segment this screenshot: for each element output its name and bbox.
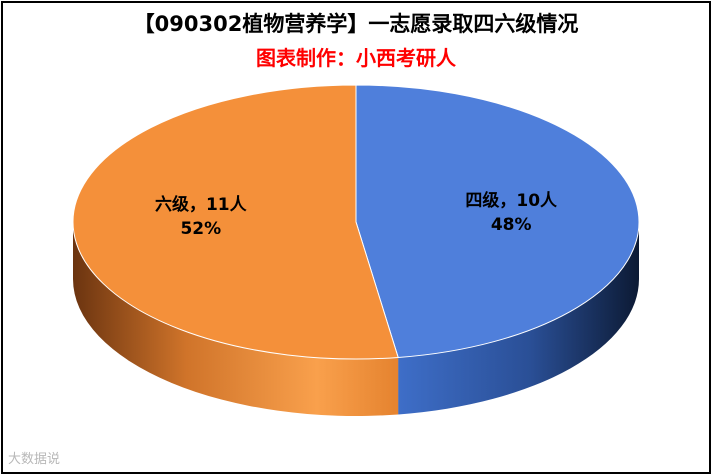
pie-slice-side-cet6 — [73, 222, 399, 417]
pie-slice-side-cet4 — [398, 222, 639, 415]
chart-subtitle: 图表制作：小西考研人 — [256, 46, 456, 70]
chart-title: 【090302植物营养学】一志愿录取四六级情况 — [133, 12, 579, 36]
watermark: 大数据说 — [8, 452, 61, 467]
percent-label-cet4: 48% — [491, 215, 532, 235]
data-label-cet6: 六级，11人 — [155, 194, 248, 215]
data-label-cet4: 四级，10人 — [465, 190, 558, 211]
pie-slice-cet4 — [355, 84, 640, 358]
pie-slice-cet6 — [72, 84, 399, 360]
percent-label-cet6: 52% — [180, 219, 221, 239]
